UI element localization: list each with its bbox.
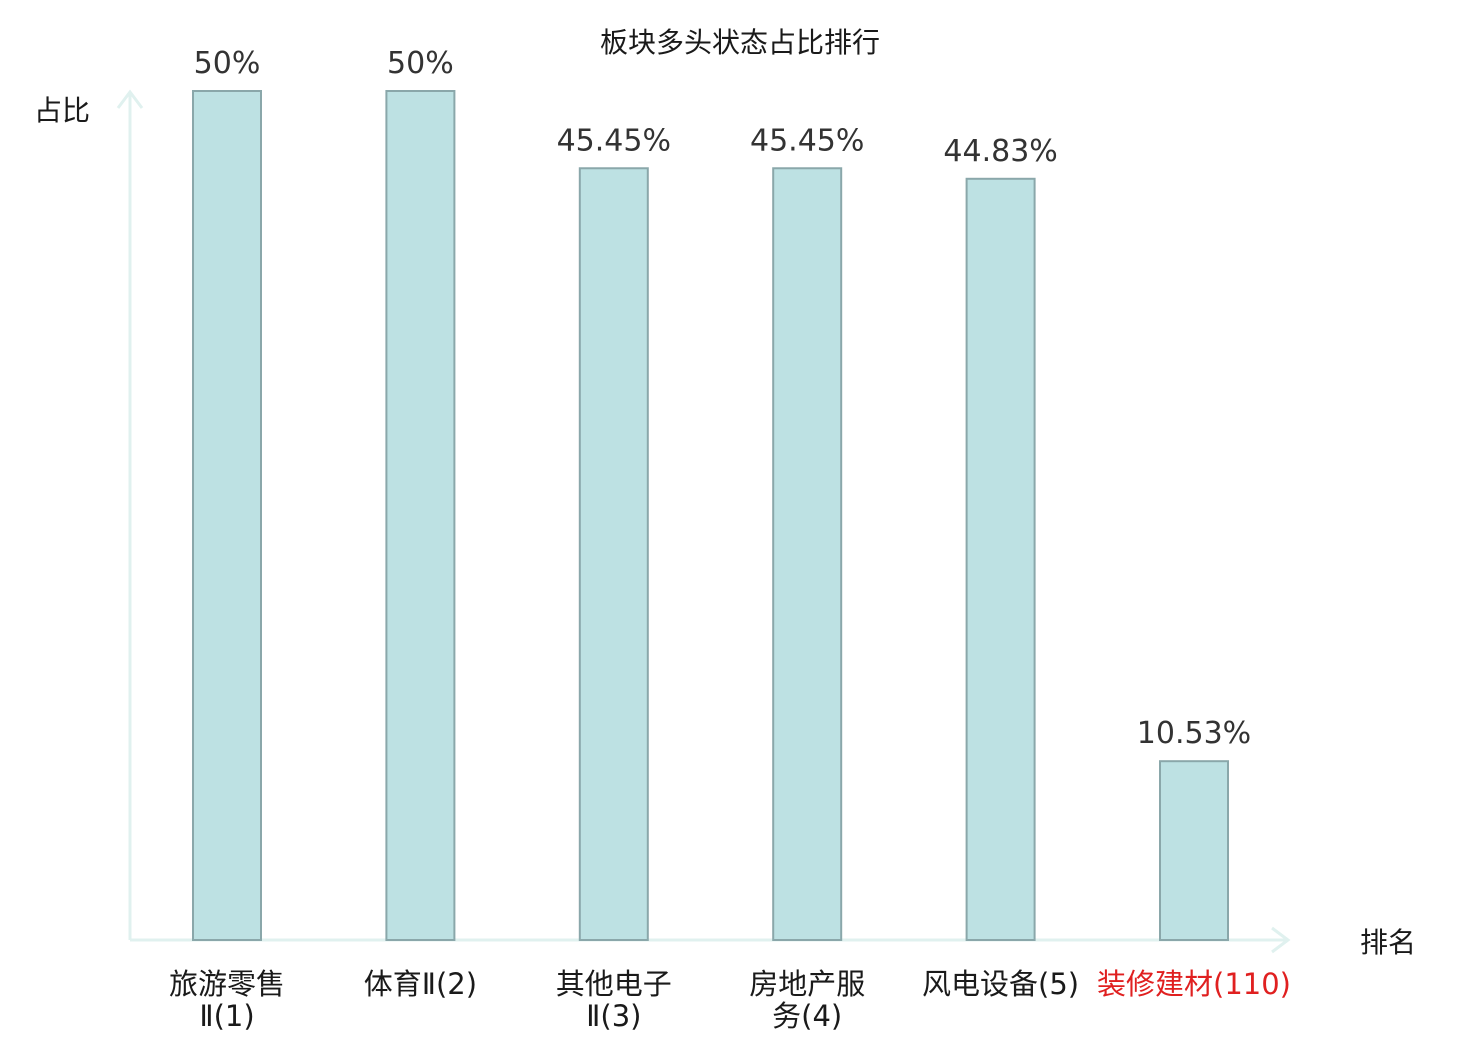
bar-value-label-6: 10.53% <box>1137 716 1251 751</box>
y-axis <box>116 89 144 940</box>
bar-value-label-3: 45.45% <box>557 123 671 158</box>
x-axis-label: 排名 <box>1360 926 1416 959</box>
bar-value-label-1: 50% <box>194 46 261 81</box>
category-label-6-line-1: 装修建材(110) <box>1097 967 1291 1001</box>
y-axis-label: 占比 <box>34 94 90 127</box>
category-label-3-line-2: Ⅱ(3) <box>586 999 641 1033</box>
bar-6 <box>1159 760 1229 942</box>
x-axis-arrow-icon <box>1271 926 1291 954</box>
bar-1 <box>192 90 262 941</box>
category-label-1-line-1: 旅游零售 <box>169 967 285 1001</box>
x-axis <box>130 926 1291 954</box>
bar-4 <box>772 167 843 942</box>
bar-value-label-4: 45.45% <box>750 123 864 158</box>
bar-value-label-2: 50% <box>387 46 454 81</box>
category-label-1-line-2: Ⅱ(1) <box>199 999 254 1033</box>
bar-5 <box>965 177 1036 941</box>
y-axis-arrow-icon <box>116 89 144 109</box>
bar-2 <box>385 90 456 941</box>
category-label-3-line-1: 其他电子 <box>556 967 672 1001</box>
bars-group <box>192 90 1229 942</box>
value-labels-group: 50% 50% 45.45% 45.45% 44.83% 10.53% <box>194 46 1252 751</box>
category-label-4-line-2: 务(4) <box>772 999 842 1033</box>
category-label-4-line-1: 房地产服 <box>749 967 865 1001</box>
chart-title: 板块多头状态占比排行 <box>600 26 880 59</box>
bar-value-label-5: 44.83% <box>943 134 1057 169</box>
category-label-5-line-1: 风电设备(5) <box>922 967 1079 1001</box>
bar-3 <box>578 167 649 942</box>
category-label-2-line-1: 体育Ⅱ(2) <box>364 967 477 1001</box>
